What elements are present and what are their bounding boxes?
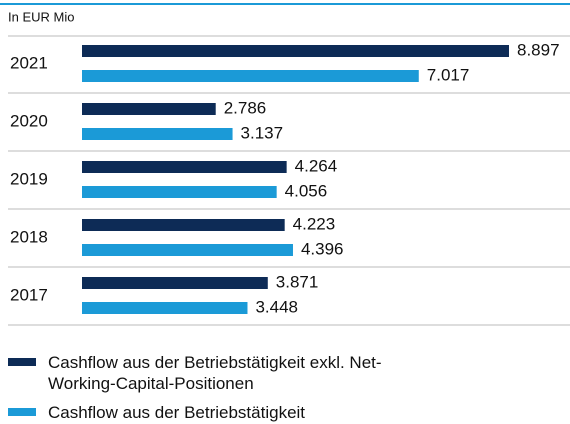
category-label: 2021 [10, 53, 48, 72]
category-label: 2018 [10, 227, 48, 246]
legend-item: Cashflow aus der Betriebstätigkeit [8, 402, 388, 423]
bar [82, 186, 277, 198]
category-label: 2020 [10, 111, 48, 130]
value-label: 3.871 [276, 272, 319, 291]
value-label: 4.396 [301, 239, 344, 258]
legend-label: Cashflow aus der Betriebstätigkeit exkl.… [48, 353, 382, 393]
bar [82, 244, 293, 256]
value-label: 3.137 [241, 123, 284, 142]
value-label: 4.056 [285, 181, 328, 200]
value-label: 4.264 [295, 156, 338, 175]
value-label: 3.448 [255, 297, 298, 316]
legend-swatch [8, 408, 36, 416]
category-label: 2017 [10, 285, 48, 304]
bar [82, 128, 233, 140]
legend-swatch [8, 358, 36, 366]
bar [82, 219, 285, 231]
legend-label: Cashflow aus der Betriebstätigkeit [48, 403, 306, 422]
category-label: 2019 [10, 169, 48, 188]
value-label: 8.897 [517, 40, 560, 59]
value-label: 4.223 [293, 214, 336, 233]
value-label: 7.017 [427, 65, 470, 84]
bar [82, 161, 287, 173]
legend-item: Cashflow aus der Betriebstätigkeit exkl.… [8, 352, 388, 394]
bar [82, 277, 268, 289]
chart-subtitle: In EUR Mio [8, 9, 74, 24]
value-label: 2.786 [224, 98, 267, 117]
bar [82, 103, 216, 115]
bar [82, 70, 419, 82]
bar [82, 302, 248, 314]
bar [82, 45, 509, 57]
